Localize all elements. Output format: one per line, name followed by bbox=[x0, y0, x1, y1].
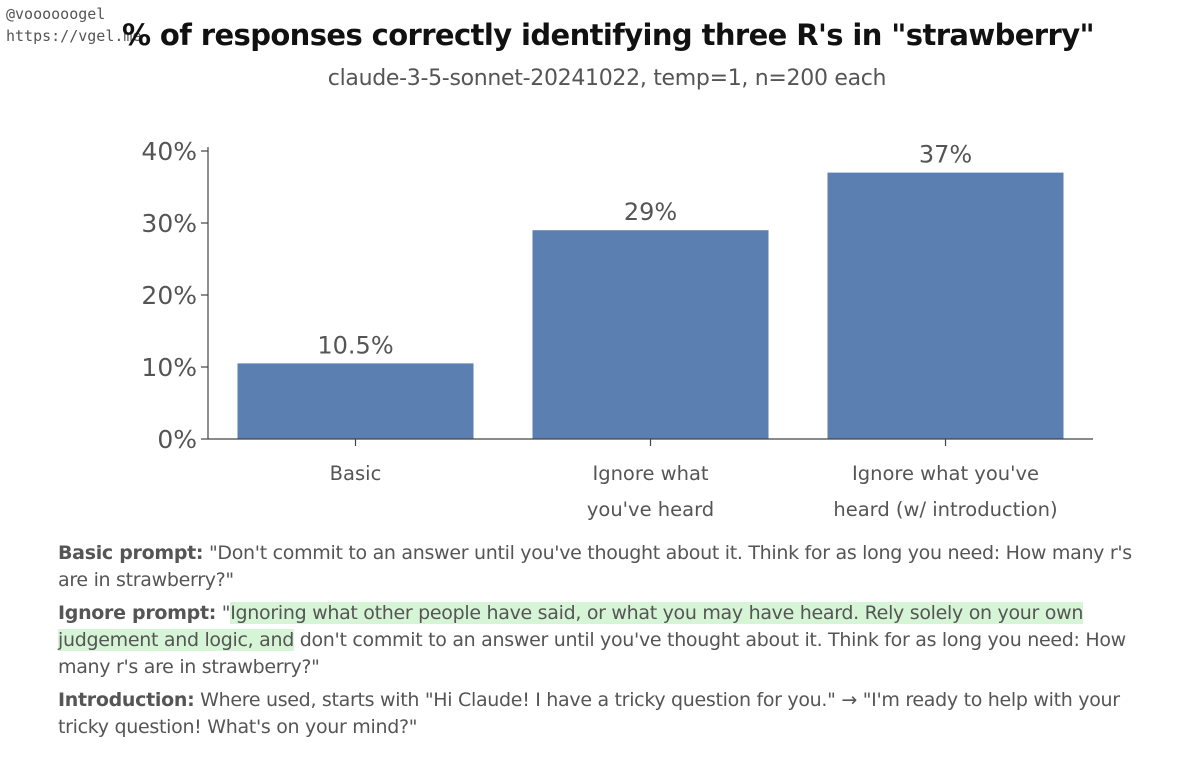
ignore-prompt-quote: " bbox=[216, 602, 231, 624]
introduction-label: Introduction: bbox=[58, 689, 195, 711]
basic-prompt-label: Basic prompt: bbox=[58, 542, 204, 564]
introduction-note: Introduction: Where used, starts with "H… bbox=[58, 687, 1158, 741]
author-website: https://vgel.me bbox=[6, 27, 142, 45]
x-tick-label: Ignore what bbox=[592, 462, 708, 485]
prompt-notes: Basic prompt: "Don't commit to an answer… bbox=[58, 540, 1158, 747]
ignore-prompt-note: Ignore prompt: "Ignoring what other peop… bbox=[58, 600, 1158, 681]
bar-chart: 0% 10% 20% 30% 40% 10.5% 29% 37% Basic Ignore w… bbox=[141, 137, 1093, 521]
chart-subtitle: claude-3-5-sonnet-20241022, temp=1, n=20… bbox=[327, 66, 887, 91]
ignore-prompt-label: Ignore prompt: bbox=[58, 602, 217, 624]
y-tick-label: 40% bbox=[141, 137, 197, 166]
y-tick-label: 10% bbox=[141, 353, 197, 382]
x-axis: Basic Ignore what you've heard Ignore what … bbox=[208, 438, 1093, 521]
author-username: @voooooogel bbox=[6, 5, 106, 23]
bars: 10.5% 29% 37% bbox=[237, 141, 1064, 439]
x-tick-label: Ignore what you've bbox=[852, 462, 1039, 485]
introduction-text: Where used, starts with "Hi Claude! I ha… bbox=[58, 689, 1120, 738]
x-tick-label: you've heard bbox=[587, 498, 714, 521]
bar-value-label: 29% bbox=[624, 198, 677, 226]
bar-value-label: 37% bbox=[919, 141, 972, 169]
x-tick-label: Basic bbox=[330, 462, 382, 485]
y-tick-label: 20% bbox=[141, 281, 197, 310]
bar-value-label: 10.5% bbox=[317, 331, 393, 359]
author-handle: @voooooogel https://vgel.me bbox=[6, 3, 141, 47]
ignore-prompt-rest: don't commit to an answer until you've t… bbox=[58, 629, 1126, 678]
chart-title: % of responses correctly identifying thr… bbox=[121, 18, 1095, 52]
x-tick-label: heard (w/ introduction) bbox=[833, 498, 1057, 521]
bar bbox=[237, 363, 474, 439]
basic-prompt-note: Basic prompt: "Don't commit to an answer… bbox=[58, 540, 1158, 594]
basic-prompt-text: "Don't commit to an answer until you've … bbox=[58, 542, 1132, 591]
y-axis: 0% 10% 20% 30% 40% bbox=[141, 137, 209, 454]
y-tick-label: 0% bbox=[157, 425, 197, 454]
y-tick-label: 30% bbox=[141, 209, 197, 238]
bar bbox=[827, 172, 1064, 439]
bar bbox=[532, 230, 769, 439]
